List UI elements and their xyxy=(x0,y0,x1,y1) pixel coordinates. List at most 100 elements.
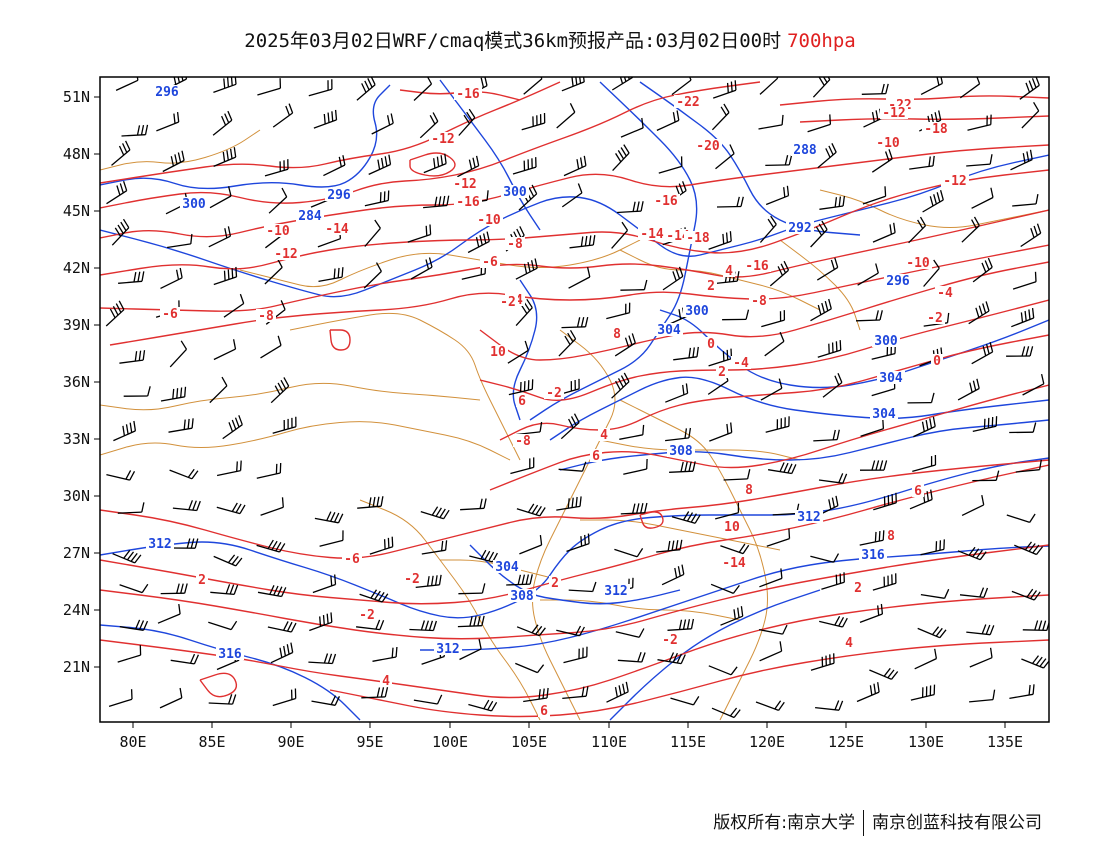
wind-barb xyxy=(615,631,640,638)
wind-barb-flag xyxy=(784,155,789,166)
wind-barb-flag xyxy=(579,77,582,84)
wind-barb xyxy=(819,205,844,210)
wind-barb-flag xyxy=(379,620,385,630)
wind-barb-flag xyxy=(989,342,994,353)
wind-barb-flag xyxy=(342,155,346,166)
wind-barb xyxy=(1012,281,1037,290)
wind-barb-flag xyxy=(481,615,485,626)
wind-barb-flag xyxy=(592,581,597,592)
wind-barb-flag xyxy=(674,567,678,579)
wind-barb-flag xyxy=(636,548,644,558)
wind-barb-flag xyxy=(429,224,432,235)
wind-barb xyxy=(169,348,187,368)
wind-barb-flag xyxy=(118,300,125,311)
wind-barb-flag xyxy=(740,606,744,617)
temperature-contour-label: -20 xyxy=(696,139,720,154)
wind-barb xyxy=(260,344,282,359)
contour-label-bg xyxy=(652,194,680,207)
height-contour xyxy=(609,589,821,721)
wind-barb xyxy=(861,92,886,95)
wind-barb-flag xyxy=(979,587,985,598)
wind-barb-flag xyxy=(138,620,145,630)
footer-credit: 版权所有:南京大学 南京创蓝科技有限公司 xyxy=(713,808,1042,836)
wind-barb-flag xyxy=(147,386,151,397)
contour-label-bg xyxy=(743,259,771,272)
temperature-contour-label: -8 xyxy=(751,294,767,309)
wind-barb-flag xyxy=(531,504,539,514)
contour-label-bg xyxy=(160,307,180,320)
wind-barb xyxy=(758,124,783,130)
contour-label-bg xyxy=(256,309,276,322)
wind-barb-flag xyxy=(120,221,127,231)
contour-label-bg xyxy=(749,294,769,307)
wind-barb xyxy=(620,127,644,138)
wind-barb-flag xyxy=(887,669,895,679)
wind-barb-flag xyxy=(226,77,230,88)
wind-barb-flag xyxy=(684,461,688,472)
wind-barb-flag xyxy=(689,77,692,81)
wind-barb xyxy=(458,117,476,136)
wind-barb xyxy=(711,707,735,719)
contour-label-bg xyxy=(716,365,728,378)
wind-barb-flag xyxy=(189,653,196,664)
wind-barb-flag xyxy=(122,143,128,153)
wind-barb-flag xyxy=(538,689,541,700)
wind-barb xyxy=(764,340,785,357)
wind-barb-flag xyxy=(176,112,180,123)
wind-barb-flag xyxy=(1031,655,1040,664)
wind-barb-flag xyxy=(331,653,337,664)
wind-barb xyxy=(813,438,838,442)
wind-barb-flag xyxy=(524,340,529,351)
temperature-contour xyxy=(100,209,1049,312)
wind-barb-flag xyxy=(932,416,936,427)
wind-barb xyxy=(469,555,493,563)
wind-barb-flag xyxy=(722,233,725,244)
contour-label-bg xyxy=(720,556,748,569)
wind-barb-flag xyxy=(1038,459,1042,470)
wind-barb-flag xyxy=(1028,543,1036,552)
wind-barb-flag xyxy=(692,696,700,706)
wind-barb-flag xyxy=(426,576,430,587)
wind-barb-flag xyxy=(1026,588,1034,598)
wind-barb-flag xyxy=(571,497,574,508)
wind-barb-flag xyxy=(436,694,443,705)
wind-barb-flag xyxy=(232,339,237,350)
wind-barb xyxy=(468,703,492,712)
wind-barb xyxy=(112,553,136,564)
wind-barb xyxy=(910,693,935,701)
wind-barb-flag xyxy=(730,81,733,92)
wind-barb-flag xyxy=(984,260,990,271)
height-contour-label: 304 xyxy=(872,407,896,422)
wind-barb-flag xyxy=(527,503,535,513)
wind-barb-flag xyxy=(173,77,177,85)
wind-barb-flag xyxy=(631,77,634,78)
wind-barb-flag xyxy=(973,216,980,226)
lat-tick-label: 30N xyxy=(63,487,90,505)
wind-barb-flag xyxy=(239,460,242,471)
wind-barb-flag xyxy=(109,308,116,319)
wind-barb-flag xyxy=(431,506,439,516)
wind-barb-flag xyxy=(370,589,378,599)
wind-barb xyxy=(264,168,289,177)
wind-barb xyxy=(670,697,694,706)
wind-barb-flag xyxy=(682,619,687,630)
wind-barb-flag xyxy=(681,181,687,191)
wind-barb-flag xyxy=(486,190,489,201)
wind-barb-flag xyxy=(783,462,789,473)
wind-barb-flag xyxy=(788,528,791,539)
wind-barb-flag xyxy=(439,508,446,518)
wind-barb xyxy=(523,697,548,703)
temperature-contour-label: -12 xyxy=(882,106,905,121)
wind-barb-flag xyxy=(622,683,626,694)
wind-barb-flag xyxy=(1026,151,1030,162)
wind-barb xyxy=(969,698,994,703)
wind-barb-flag xyxy=(818,77,825,86)
contour-label-bg xyxy=(544,386,564,399)
wind-barb-flag xyxy=(938,110,942,121)
wind-barb-flag xyxy=(623,372,630,383)
lon-tick-label: 105E xyxy=(511,733,547,751)
wind-barb-flag xyxy=(729,231,732,242)
height-contour xyxy=(512,279,538,421)
wind-barb xyxy=(568,589,593,593)
